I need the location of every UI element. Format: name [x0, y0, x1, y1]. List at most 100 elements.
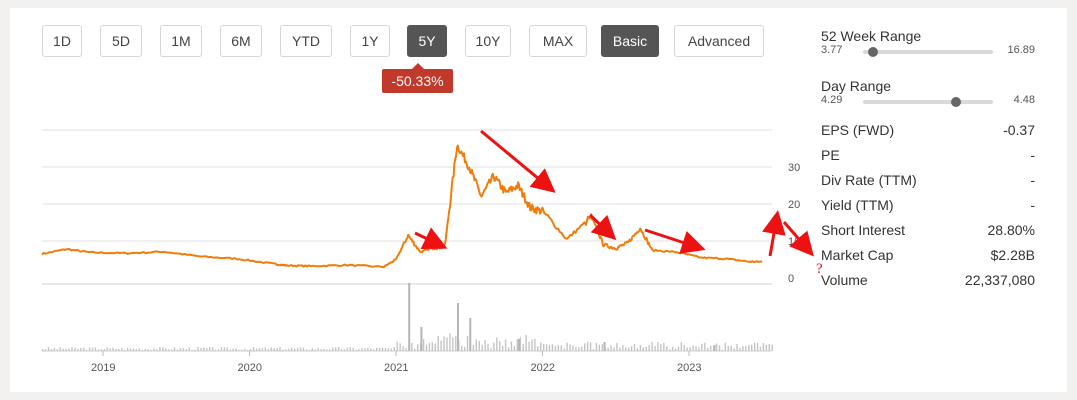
volume-bar: [255, 348, 258, 351]
volume-bar: [293, 348, 296, 351]
volume-bar: [378, 347, 381, 351]
volume-bar: [636, 348, 639, 351]
volume-bar: [402, 346, 404, 351]
volume-bar: [601, 344, 603, 351]
volume-bar: [276, 348, 278, 351]
volume-bar: [592, 349, 595, 351]
volume-bar: [422, 338, 425, 351]
stat-value: -: [1030, 197, 1035, 213]
volume-bar: [332, 347, 334, 351]
volume-bar: [206, 348, 208, 351]
stat-div-rate: Div Rate (TTM) -: [821, 168, 1035, 193]
volume-bar: [695, 346, 697, 351]
volume-bar: [340, 349, 343, 351]
volume-bar: [484, 340, 486, 351]
week52-knob: [868, 47, 879, 57]
day-low: 4.29: [821, 94, 843, 106]
day-range-title: Day Range: [821, 78, 892, 94]
volume-bar: [223, 347, 226, 351]
volume-bar: [481, 344, 483, 351]
volume-bar: [270, 347, 272, 351]
volume-bar: [420, 327, 423, 351]
volume-bar: [748, 345, 750, 351]
volume-bar: [701, 343, 703, 351]
range-5y-button[interactable]: 5Y: [407, 25, 447, 57]
range-1d-button[interactable]: 1D: [42, 25, 82, 57]
volume-bar: [516, 339, 519, 351]
volume-bar: [660, 343, 662, 351]
volume-bar: [288, 348, 290, 351]
volume-bar: [83, 347, 85, 351]
volume-bar: [762, 343, 765, 351]
volume-bar: [548, 345, 551, 351]
volume-bar: [258, 348, 261, 351]
volume-bar: [531, 339, 533, 351]
volume-bar: [630, 346, 633, 351]
range-5d-button[interactable]: 5D: [100, 25, 142, 57]
volume-bar: [689, 347, 691, 351]
volume-bar: [208, 347, 211, 351]
range-6m-button[interactable]: 6M: [220, 25, 262, 57]
volume-bar: [765, 344, 768, 351]
range-10y-button[interactable]: 10Y: [465, 25, 511, 57]
volume-bar: [370, 348, 372, 351]
x-tick-label: 2022: [531, 362, 555, 374]
stat-value: -0.37: [1003, 122, 1035, 138]
volume-bar: [311, 348, 313, 351]
volume-bar: [144, 348, 146, 351]
volume-bar: [279, 347, 281, 351]
volume-bar: [244, 348, 246, 351]
volume-bar: [156, 349, 158, 351]
volume-bar: [74, 347, 76, 351]
range-ytd-button[interactable]: YTD: [280, 25, 332, 57]
volume-bar: [730, 345, 732, 351]
volume-bar: [124, 349, 126, 351]
volume-bar: [399, 343, 401, 351]
range-1m-button[interactable]: 1M: [160, 25, 202, 57]
range-1y-button[interactable]: 1Y: [350, 25, 390, 57]
volume-bar: [715, 343, 718, 351]
volume-bar: [291, 347, 293, 351]
x-tick-label: 2023: [677, 362, 701, 374]
volume-bar: [540, 342, 542, 351]
volume-bar: [115, 348, 117, 351]
volume-bar: [334, 347, 337, 351]
volume-bar: [677, 346, 680, 351]
volume-bar: [666, 346, 668, 351]
volume-bar: [197, 347, 199, 351]
volume-bar: [109, 348, 111, 351]
volume-bar: [85, 349, 88, 351]
advanced-mode-button[interactable]: Advanced: [674, 25, 764, 57]
volume-bar: [739, 347, 741, 351]
volume-bar: [173, 347, 176, 351]
day-knob: [951, 97, 962, 107]
annotation-arrow: [480, 129, 556, 193]
basic-mode-button[interactable]: Basic: [601, 25, 659, 57]
volume-bar: [648, 344, 650, 351]
volume-bar: [411, 342, 413, 351]
volume-bar: [671, 346, 674, 351]
volume-bar: [733, 348, 735, 351]
volume-bar: [581, 346, 583, 351]
volume-bar: [578, 347, 580, 351]
stat-value: 28.80%: [987, 222, 1035, 238]
x-tick-label: 2021: [384, 362, 408, 374]
volume-bar: [651, 342, 653, 351]
volume-bar: [414, 348, 416, 351]
quote-stats-panel: 52 Week Range 3.77 16.89 Day Range 4.29 …: [821, 28, 1035, 293]
volume-bar: [721, 349, 724, 351]
volume-bar: [56, 349, 59, 351]
volume-bar: [417, 344, 419, 351]
volume-bar: [428, 342, 431, 351]
range-max-button[interactable]: MAX: [529, 25, 587, 57]
volume-bar: [460, 345, 463, 351]
volume-bar: [132, 348, 135, 351]
volume-bar: [390, 348, 393, 351]
volume-bar: [343, 349, 346, 351]
volume-bar: [625, 347, 627, 351]
volume-bar: [443, 336, 445, 351]
volume-bar: [349, 347, 352, 351]
stat-volume: Volume 22,337,080: [821, 268, 1035, 293]
volume-bar: [499, 341, 501, 351]
